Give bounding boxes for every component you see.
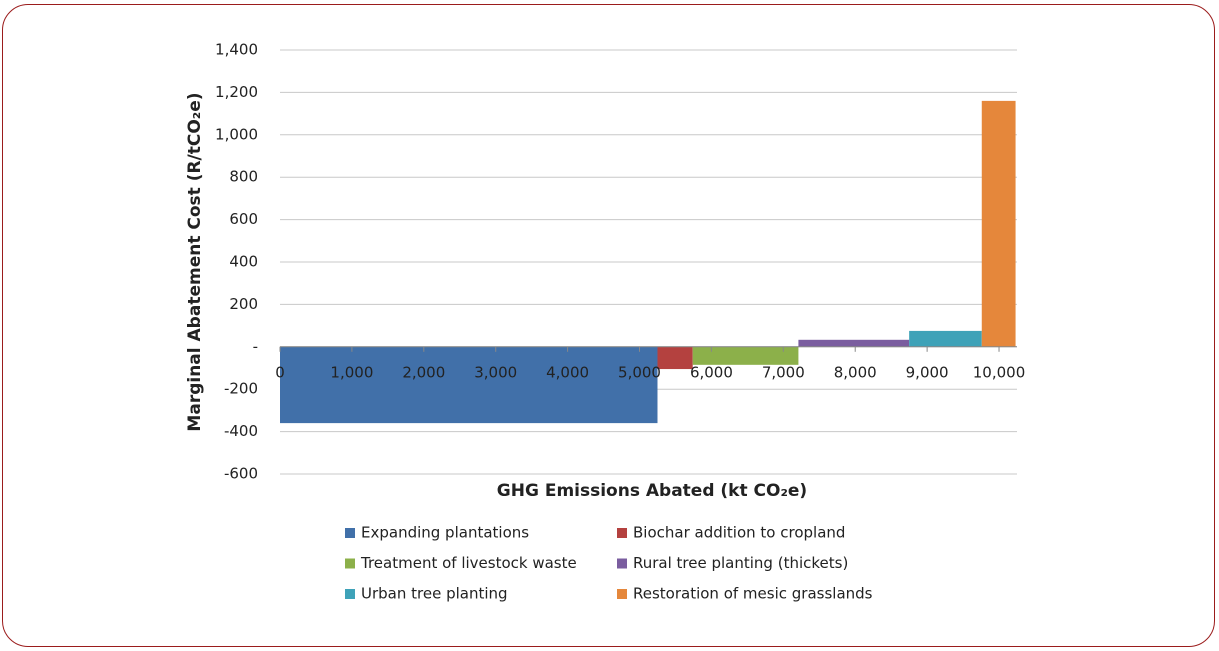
x-tick-label: 10,000: [973, 363, 1026, 381]
bar: [981, 100, 1016, 347]
legend-label: Expanding plantations: [361, 524, 529, 542]
x-tick-label: 0: [275, 363, 285, 381]
legend-label: Rural tree planting (thickets): [633, 554, 848, 572]
bar: [798, 339, 910, 347]
y-tick-label: -200: [224, 380, 258, 398]
y-tick-label: 600: [229, 210, 258, 228]
bar: [692, 346, 799, 365]
x-tick-label: 8,000: [834, 363, 877, 381]
page-frame: [2, 4, 1215, 647]
legend-label: Urban tree planting: [361, 585, 508, 603]
bar: [909, 330, 982, 347]
x-tick-label: 5,000: [618, 363, 661, 381]
legend-label: Restoration of mesic grasslands: [633, 585, 873, 603]
y-axis-title: Marginal Abatement Cost (R/tCO₂e): [185, 92, 205, 431]
legend-swatch: [345, 528, 355, 538]
y-tick-label: 800: [229, 168, 258, 186]
x-tick-label: 2,000: [402, 363, 445, 381]
legend-label: Biochar addition to cropland: [633, 524, 845, 542]
x-axis-title: GHG Emissions Abated (kt CO₂e): [497, 481, 807, 501]
y-tick-label: 1,000: [215, 125, 258, 143]
legend-swatch: [617, 558, 627, 569]
legend-swatch: [345, 558, 355, 569]
x-tick-label: 1,000: [330, 363, 373, 381]
legend-label: Treatment of livestock waste: [360, 554, 577, 572]
x-tick-label: 6,000: [690, 363, 733, 381]
bar: [657, 346, 693, 370]
legend-swatch: [345, 589, 355, 599]
legend-swatch: [617, 528, 627, 538]
y-tick-label: 400: [229, 253, 258, 271]
y-tick-label: -600: [224, 465, 258, 483]
x-tick-label: 7,000: [762, 363, 805, 381]
y-tick-label: 1,400: [215, 41, 258, 59]
y-tick-label: -: [253, 337, 258, 355]
x-tick-label: 9,000: [906, 363, 949, 381]
x-tick-label: 4,000: [546, 363, 589, 381]
legend-swatch: [617, 589, 627, 599]
y-tick-label: 200: [229, 295, 258, 313]
y-tick-label: -400: [224, 422, 258, 440]
bar: [280, 346, 658, 424]
y-tick-label: 1,200: [215, 83, 258, 101]
x-tick-label: 3,000: [474, 363, 517, 381]
